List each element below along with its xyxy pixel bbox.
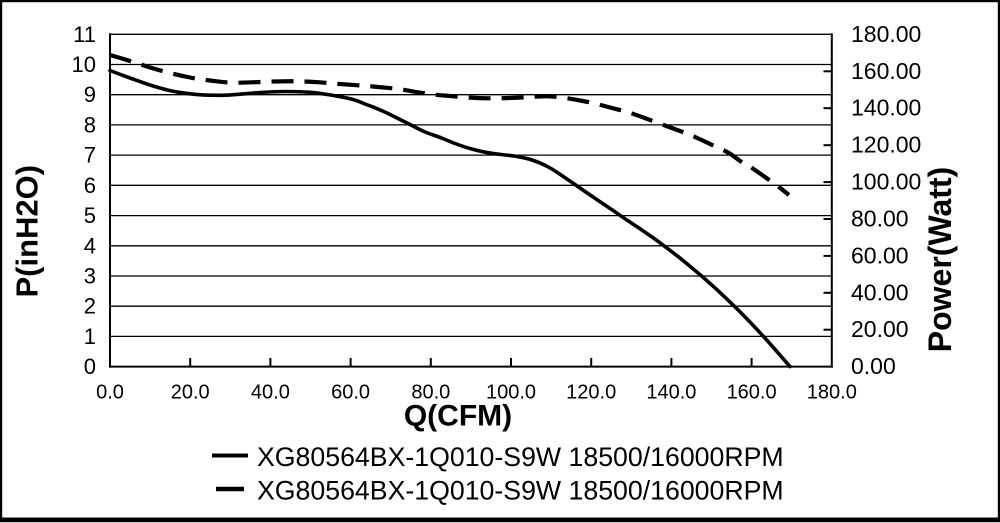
svg-text:140.0: 140.0 [646,382,696,404]
svg-text:1: 1 [84,324,96,349]
svg-text:5: 5 [84,203,96,228]
svg-text:0.00: 0.00 [851,353,896,379]
svg-text:10: 10 [72,52,96,77]
svg-text:60.00: 60.00 [851,242,909,268]
svg-text:0.0: 0.0 [96,382,124,404]
svg-text:100.0: 100.0 [486,382,536,404]
svg-text:160.00: 160.00 [851,58,921,84]
svg-text:XG80564BX-1Q010-S9W 18500/1600: XG80564BX-1Q010-S9W 18500/16000RPM [257,442,784,472]
svg-text:160.0: 160.0 [727,382,777,404]
svg-text:20.00: 20.00 [851,316,909,342]
svg-text:80.0: 80.0 [411,382,450,404]
svg-text:XG80564BX-1Q010-S9W 18500/1600: XG80564BX-1Q010-S9W 18500/16000RPM [257,476,784,506]
svg-text:60.0: 60.0 [331,382,370,404]
svg-text:8: 8 [84,112,96,137]
svg-text:180.0: 180.0 [807,382,857,404]
svg-text:0: 0 [84,354,96,379]
svg-text:4: 4 [84,233,96,258]
svg-text:140.00: 140.00 [851,95,921,121]
svg-text:Power(Watt): Power(Watt) [922,167,958,352]
svg-text:40.0: 40.0 [251,382,290,404]
svg-text:80.00: 80.00 [851,206,909,232]
svg-text:Q(CFM): Q(CFM) [404,400,512,433]
svg-text:20.0: 20.0 [171,382,210,404]
svg-text:40.00: 40.00 [851,279,909,305]
svg-text:100.00: 100.00 [851,169,921,195]
svg-text:6: 6 [84,173,96,198]
svg-text:P(inH2O): P(inH2O) [10,165,45,298]
svg-text:120.0: 120.0 [566,382,616,404]
svg-text:2: 2 [84,294,96,319]
svg-text:7: 7 [84,143,96,168]
svg-text:3: 3 [84,264,96,289]
svg-text:180.00: 180.00 [851,21,921,47]
svg-text:11: 11 [73,22,96,47]
svg-text:9: 9 [84,82,96,107]
svg-text:120.00: 120.00 [851,132,921,158]
